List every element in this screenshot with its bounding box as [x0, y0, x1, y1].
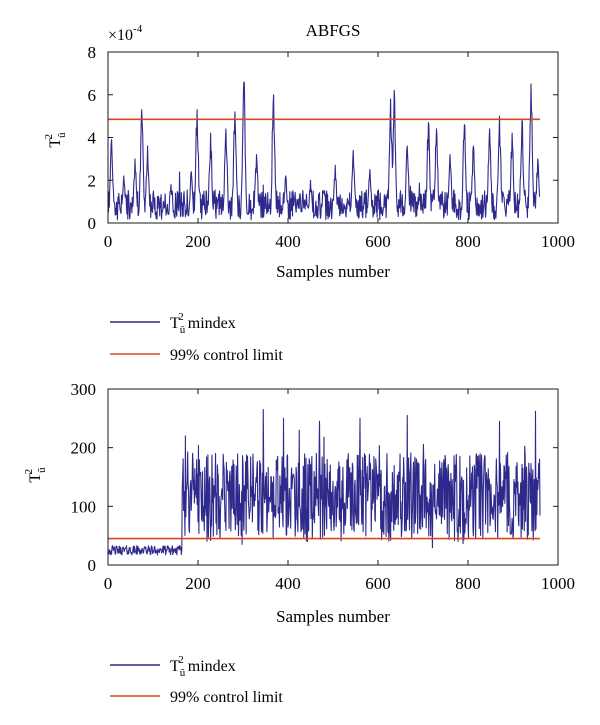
x-tick-label: 200	[185, 574, 211, 593]
legend-label-statistic-sup: 2	[178, 311, 184, 323]
chart-top-exponent-power: -4	[133, 23, 143, 35]
legend-label-statistic: Tũ2 mindex	[170, 654, 236, 679]
chart-bottom-ylabel-base: T	[27, 473, 44, 483]
legend-label-statistic-sup: 2	[178, 654, 184, 666]
legend-label-statistic-base: T	[170, 658, 180, 675]
chart-top-exponent-base: ×10	[108, 27, 133, 44]
y-tick-label: 0	[88, 556, 97, 575]
y-tick-label: 100	[71, 497, 97, 516]
chart-bottom-ylabel: Tũ2	[23, 467, 48, 483]
chart-bottom-series-layer	[107, 408, 541, 556]
y-tick-label: 6	[88, 86, 97, 105]
statistic-series-line	[107, 81, 541, 221]
y-tick-label: 2	[88, 171, 97, 190]
chart-top-exponent: ×10-4	[108, 23, 143, 44]
x-tick-label: 600	[365, 232, 391, 251]
legend-label-statistic-base: T	[170, 315, 180, 332]
chart-top-xlabel: Samples number	[276, 262, 390, 281]
chart-top-legend: Tû2 mindex 99% control limit	[110, 311, 283, 364]
chart-bottom: Tũ2 0 200 400 600 800 1000 0 100 200 300 Samples …	[23, 380, 575, 626]
x-tick-label: 0	[104, 232, 113, 251]
legend-label-limit: 99% control limit	[170, 689, 283, 706]
plot-frame	[107, 388, 559, 566]
x-tick-label: 1000	[541, 574, 575, 593]
chart-bottom-axes: 0 200 400 600 800 1000 0 100 200 300	[71, 380, 576, 593]
legend-label-statistic-suffix: mindex	[184, 658, 236, 675]
x-tick-label: 200	[185, 232, 211, 251]
chart-top-ylabel-sup: 2	[43, 134, 55, 140]
y-tick-label: 200	[71, 439, 97, 458]
chart-top-series-layer	[107, 81, 541, 221]
chart-top-ylabel: Tû2	[43, 132, 68, 148]
legend-label-statistic-suffix: mindex	[184, 315, 236, 332]
y-tick-label: 0	[88, 214, 97, 233]
x-tick-label: 800	[455, 574, 481, 593]
legend-label-limit: 99% control limit	[170, 347, 283, 364]
x-tick-label: 600	[365, 574, 391, 593]
x-tick-label: 400	[275, 232, 301, 251]
x-tick-label: 0	[104, 574, 113, 593]
chart-bottom-ylabel-sup: 2	[23, 469, 35, 475]
chart-bottom-legend: Tũ2 mindex 99% control limit	[110, 654, 283, 706]
chart-top-title: ABFGS	[306, 21, 361, 40]
y-tick-label: 4	[88, 129, 97, 148]
legend-label-statistic-sub: û	[180, 324, 186, 336]
chart-top-axes: 0 200 400 600 800 1000 0 2 4 6 8	[88, 43, 576, 251]
x-tick-label: 1000	[541, 232, 575, 251]
legend-label-statistic-sub: ũ	[180, 667, 186, 679]
chart-bottom-ylabel-sub: ũ	[36, 467, 48, 473]
y-tick-label: 300	[71, 380, 97, 399]
legend-label-statistic: Tû2 mindex	[170, 311, 236, 336]
x-tick-label: 800	[455, 232, 481, 251]
chart-top-ylabel-sub: û	[56, 132, 68, 138]
statistic-series-line	[107, 408, 541, 556]
chart-bottom-xlabel: Samples number	[276, 607, 390, 626]
y-tick-label: 8	[88, 43, 97, 62]
x-tick-label: 400	[275, 574, 301, 593]
chart-top-ylabel-base: T	[47, 138, 64, 148]
